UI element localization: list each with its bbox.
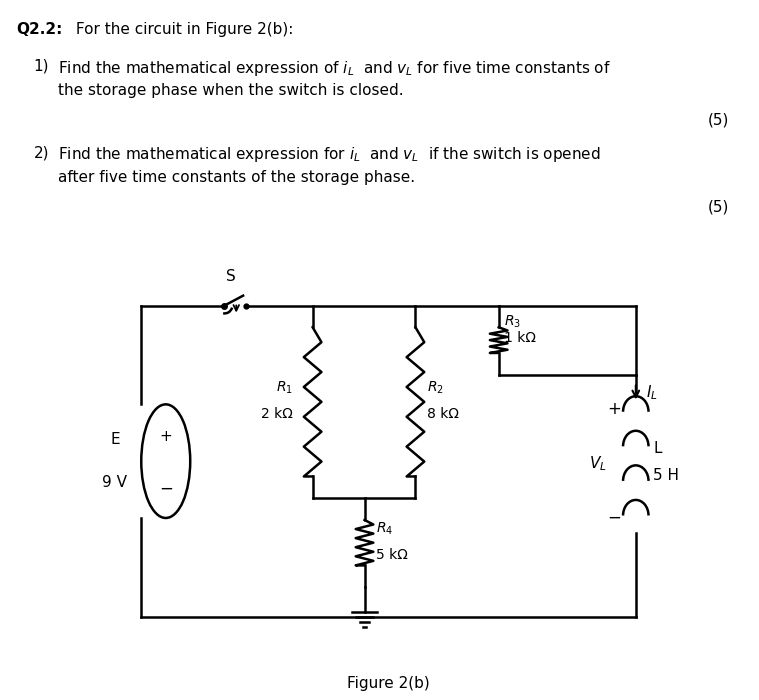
Text: $R_4$: $R_4$ [376,521,393,537]
Text: +: + [607,400,621,419]
Text: −: − [159,480,173,498]
Text: Q2.2:: Q2.2: [16,22,62,37]
Ellipse shape [141,405,191,518]
Text: E: E [110,432,120,447]
Text: 1 kΩ: 1 kΩ [503,331,536,345]
Text: 5 H: 5 H [653,468,679,483]
Text: 5 kΩ: 5 kΩ [376,547,408,561]
Text: $R_1$: $R_1$ [276,380,293,396]
Text: S: S [226,269,236,284]
Text: L: L [653,441,662,456]
Text: 9 V: 9 V [102,475,128,491]
Text: (5): (5) [707,199,729,215]
Text: $V_L$: $V_L$ [589,454,606,473]
Text: +: + [159,429,172,444]
Text: Find the mathematical expression of $i_L$  and $v_L$ for five time constants of: Find the mathematical expression of $i_L… [58,59,611,78]
Text: $R_3$: $R_3$ [503,314,521,330]
Text: Find the mathematical expression for $i_L$  and $v_L$  if the switch is opened: Find the mathematical expression for $i_… [58,146,601,164]
Text: $R_2$: $R_2$ [427,380,444,396]
Text: For the circuit in Figure 2(b):: For the circuit in Figure 2(b): [71,22,293,37]
Text: (5): (5) [707,113,729,128]
Text: Figure 2(b): Figure 2(b) [347,676,430,691]
Text: 2 kΩ: 2 kΩ [261,407,293,421]
Text: $I_L$: $I_L$ [646,383,657,402]
Text: 2): 2) [33,146,49,160]
Text: 1): 1) [33,59,49,74]
Text: after five time constants of the storage phase.: after five time constants of the storage… [58,170,415,186]
Text: 8 kΩ: 8 kΩ [427,407,459,421]
Text: the storage phase when the switch is closed.: the storage phase when the switch is clo… [58,83,404,98]
Text: −: − [607,509,621,527]
